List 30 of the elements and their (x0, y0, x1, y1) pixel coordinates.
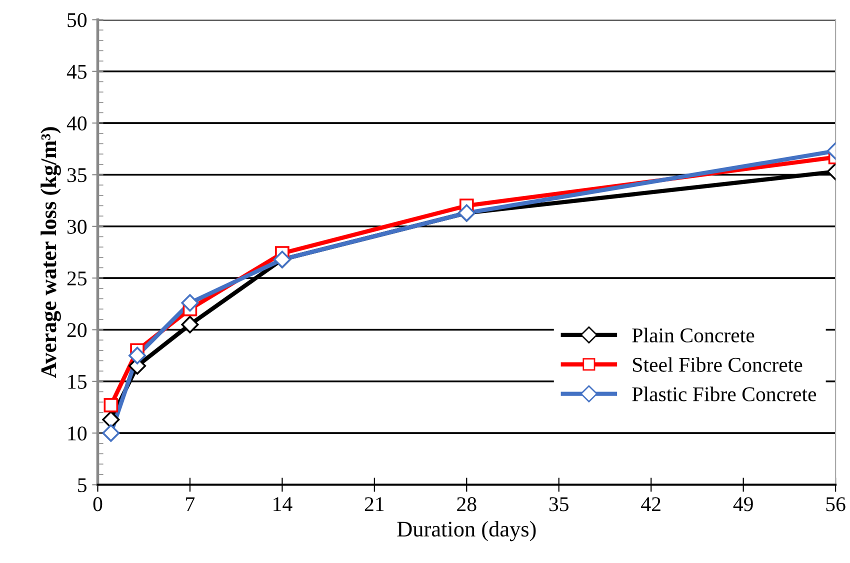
legend-label: Plastic Fibre Concrete (632, 386, 816, 402)
x-tick-label: 35 (549, 497, 568, 512)
point (104, 398, 118, 412)
point (181, 316, 199, 334)
y-tick-label: 5 (78, 478, 87, 492)
legend-label: Steel Fibre Concrete (633, 357, 802, 372)
y-tick-label: 20 (67, 323, 87, 338)
y-tick-label: 25 (67, 271, 87, 286)
y-tick-label: 15 (68, 374, 87, 389)
point (128, 346, 146, 364)
point (102, 410, 120, 428)
y-axis-title: Average water loss (kg/m³) (40, 127, 61, 378)
y-tick-label: 50 (68, 13, 87, 28)
y-tick-label: 40 (66, 116, 87, 130)
x-tick-label: 7 (186, 497, 195, 512)
point (181, 294, 199, 312)
x-tick-label: 42 (641, 497, 660, 512)
y-tick-label: 10 (68, 426, 87, 441)
legend-label: Plain Concrete (632, 328, 754, 342)
y-tick-label: 45 (66, 64, 87, 79)
y-tick-label: 35 (67, 168, 87, 182)
x-tick-label: 14 (274, 497, 292, 512)
y-tick-label: 30 (67, 220, 87, 234)
x-tick-label: 0 (93, 497, 102, 512)
x-tick-label: 21 (364, 497, 384, 512)
x-axis-title: Duration (days) (397, 520, 536, 542)
point (102, 424, 120, 442)
x-tick-label: 28 (457, 497, 476, 512)
x-tick-label: 49 (733, 497, 753, 512)
x-tick-label: 56 (826, 497, 846, 512)
